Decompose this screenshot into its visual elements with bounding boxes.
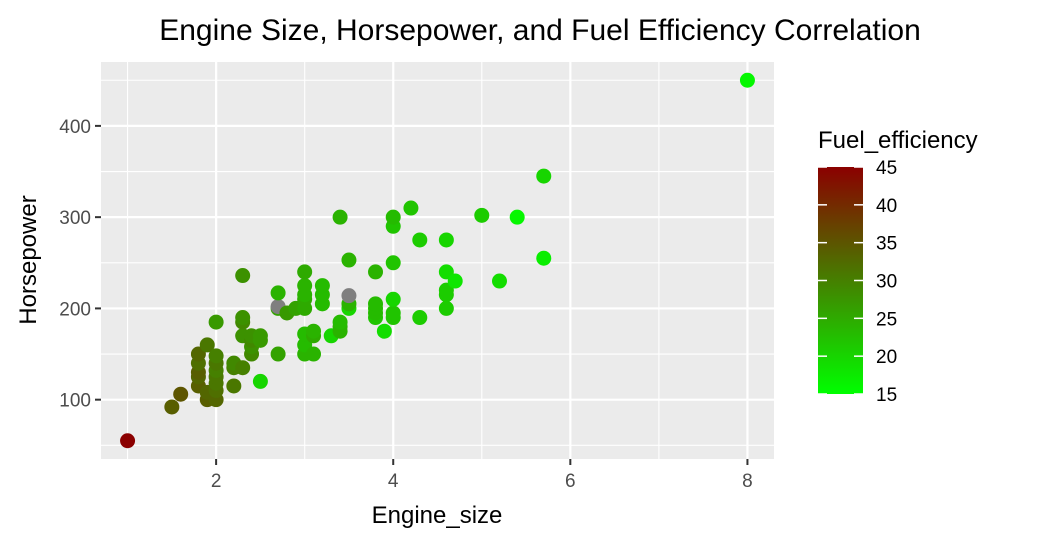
data-point: [297, 264, 313, 280]
data-point: [173, 386, 189, 402]
colorbar-ticks: 15 20 25 30 35 40 45: [818, 158, 897, 406]
data-point: [332, 209, 348, 225]
data-point: [385, 305, 401, 321]
data-point: [306, 346, 322, 362]
y-axis: 100 200 300 400: [59, 117, 101, 412]
data-point: [368, 264, 384, 280]
colorbar-tick-label: 45: [876, 158, 897, 179]
x-axis-label: Engine_size: [372, 502, 503, 529]
y-tick-label: 200: [59, 299, 91, 320]
data-point: [226, 378, 242, 394]
colorbar-tick-label: 15: [876, 385, 897, 406]
data-point: [235, 268, 251, 284]
x-tick-label: 8: [742, 471, 753, 492]
data-point: [235, 310, 251, 326]
y-tick-label: 300: [59, 208, 91, 229]
data-point: [208, 314, 224, 330]
data-point: [739, 72, 755, 88]
data-point: [376, 323, 392, 339]
data-point: [297, 278, 313, 294]
x-tick-label: 2: [211, 471, 222, 492]
data-point: [270, 285, 286, 301]
colorbar-tick-label: 20: [876, 347, 897, 368]
data-point: [447, 273, 463, 289]
data-point: [385, 291, 401, 307]
colorbar-tick-label: 35: [876, 234, 897, 255]
x-axis: 2 4 6 8: [211, 459, 753, 492]
data-point: [536, 250, 552, 266]
data-point: [270, 346, 286, 362]
data-point: [491, 273, 507, 289]
data-point: [438, 232, 454, 248]
data-point: [412, 232, 428, 248]
data-point: [412, 310, 428, 326]
data-point: [252, 328, 268, 344]
colorbar-tick-label: 25: [876, 309, 897, 330]
chart-title: Engine Size, Horsepower, and Fuel Effici…: [159, 14, 921, 47]
x-tick-label: 4: [388, 471, 399, 492]
data-point: [306, 323, 322, 339]
data-point: [536, 168, 552, 184]
data-point: [235, 360, 251, 376]
data-point: [199, 337, 215, 353]
data-point: [474, 207, 490, 223]
data-point: [385, 209, 401, 225]
data-point: [120, 433, 136, 449]
data-points: [120, 72, 755, 449]
data-point: [385, 255, 401, 271]
data-point: [368, 296, 384, 312]
data-point: [341, 288, 357, 304]
data-point: [332, 314, 348, 330]
data-point: [208, 348, 224, 364]
legend-title: Fuel_efficiency: [818, 127, 978, 154]
colorbar-tick-label: 40: [876, 196, 897, 217]
colorbar-tick-label: 30: [876, 272, 897, 293]
y-tick-label: 400: [59, 117, 91, 138]
data-point: [314, 278, 330, 294]
minor-gridlines: [101, 62, 774, 459]
data-point: [509, 209, 525, 225]
data-point: [438, 300, 454, 316]
y-tick-label: 100: [59, 391, 91, 412]
data-point: [403, 200, 419, 216]
data-point: [252, 373, 268, 389]
data-point: [164, 399, 180, 415]
x-tick-label: 6: [565, 471, 576, 492]
y-axis-label: Horsepower: [15, 195, 42, 324]
data-point: [341, 252, 357, 268]
